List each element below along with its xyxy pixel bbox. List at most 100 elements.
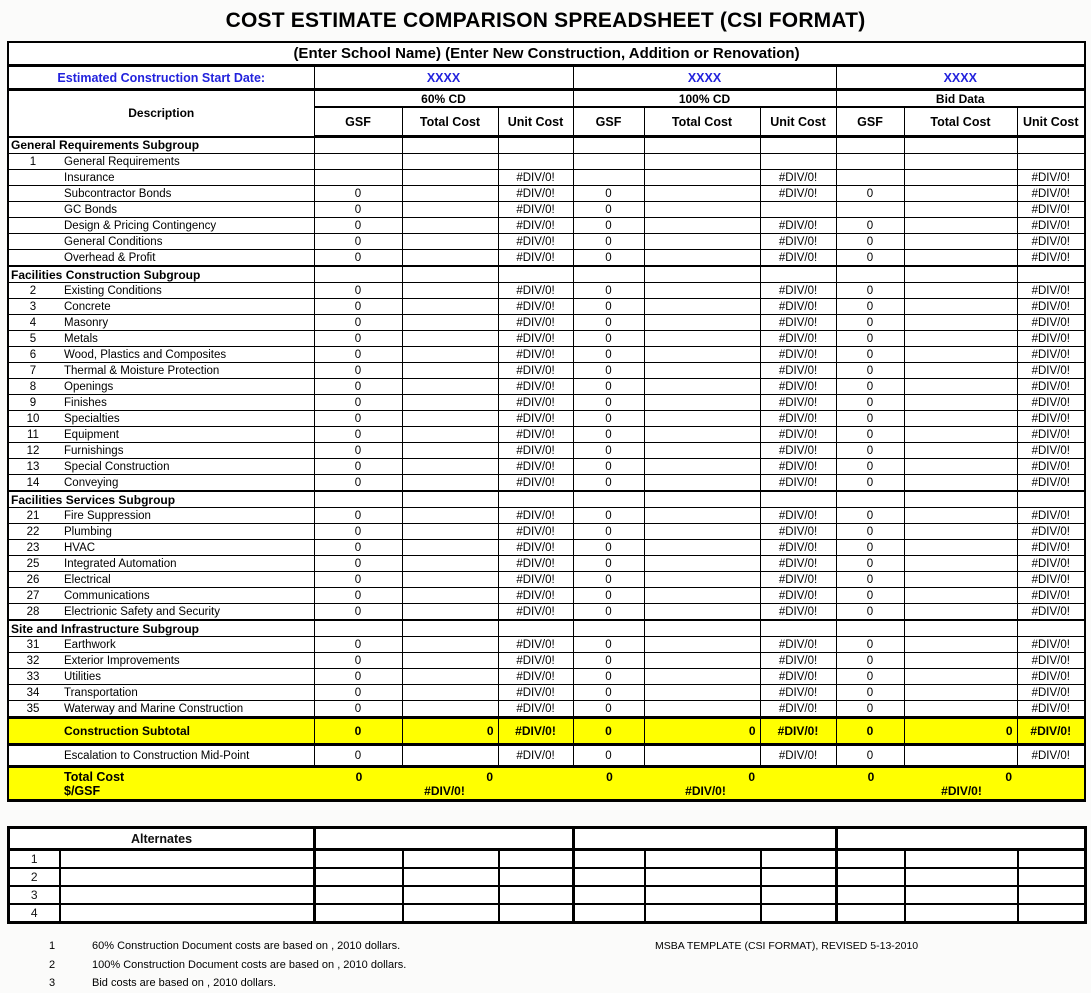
gsf-cell[interactable]: 0: [572, 442, 645, 459]
total-cost-cell[interactable]: [401, 474, 499, 492]
gsf-cell[interactable]: 0: [572, 636, 645, 653]
gsf-cell[interactable]: 0: [572, 458, 645, 475]
total-cost-cell[interactable]: [643, 885, 762, 905]
unit-cost-cell[interactable]: #DIV/0!: [759, 716, 837, 746]
total-cost-cell[interactable]: [401, 885, 500, 905]
unit-cost-cell[interactable]: [1016, 135, 1086, 154]
description-cell[interactable]: Facilities Services Subgroup: [7, 490, 315, 508]
gsf-cell[interactable]: 0: [313, 346, 403, 363]
gsf-cell[interactable]: 0: [313, 700, 403, 718]
gsf-cell[interactable]: 0: [835, 668, 905, 685]
unit-cost-cell[interactable]: #DIV/0!: [1016, 700, 1086, 718]
gsf-cell[interactable]: 0: [313, 523, 403, 540]
gsf-cell[interactable]: 0: [835, 346, 905, 363]
unit-cost-cell[interactable]: [759, 153, 837, 170]
total-cost-cell[interactable]: [903, 330, 1018, 347]
unit-cost-cell[interactable]: #DIV/0!: [759, 539, 837, 556]
total-cost-cell[interactable]: [903, 201, 1018, 218]
description-cell[interactable]: 14 Conveying: [7, 474, 315, 492]
total-cost-cell[interactable]: [401, 571, 499, 588]
gsf-cell[interactable]: [572, 169, 645, 186]
gsf-cell[interactable]: [835, 885, 906, 905]
gsf-cell[interactable]: 0: [835, 394, 905, 411]
total-cost-cell[interactable]: [643, 848, 762, 869]
unit-cost-cell[interactable]: #DIV/0!: [759, 378, 837, 395]
gsf-cell[interactable]: 0: [313, 555, 403, 572]
unit-cost-cell[interactable]: #DIV/0!: [497, 169, 574, 186]
gsf-cell[interactable]: [313, 867, 404, 887]
gsf-cell[interactable]: 0: [835, 587, 905, 604]
unit-cost-cell[interactable]: #DIV/0!: [497, 700, 574, 718]
unit-cost-cell[interactable]: #DIV/0!: [497, 716, 574, 746]
total-cost-cell[interactable]: [643, 587, 761, 604]
unit-cost-cell[interactable]: #DIV/0!: [1016, 636, 1086, 653]
gsf-cell[interactable]: [313, 619, 403, 637]
description-cell[interactable]: Construction Subtotal: [7, 716, 315, 746]
gsf-cell[interactable]: 0: [572, 507, 645, 524]
total-cost-cell[interactable]: [903, 410, 1018, 427]
totals-band[interactable]: Total Cost $/GSF 0 0 #DIV/0! 0 0 #DIV/0! 0 0 #DI…: [7, 766, 1086, 802]
total-cost-cell[interactable]: [401, 744, 499, 768]
unit-cost-cell[interactable]: #DIV/0!: [759, 458, 837, 475]
total-cost-cell[interactable]: [903, 652, 1018, 669]
unit-cost-cell[interactable]: #DIV/0!: [497, 217, 574, 234]
description-cell[interactable]: 9 Finishes: [7, 394, 315, 411]
unit-cost-cell[interactable]: #DIV/0!: [759, 668, 837, 685]
total-cost-cell[interactable]: [401, 442, 499, 459]
total-cost-cell[interactable]: [401, 201, 499, 218]
gsf-cell[interactable]: 0: [835, 378, 905, 395]
total-cost-cell[interactable]: [401, 314, 499, 331]
total-cost-cell[interactable]: 0: [903, 716, 1018, 746]
gsf-cell[interactable]: 0: [572, 668, 645, 685]
unit-cost-cell[interactable]: #DIV/0!: [497, 539, 574, 556]
unit-cost-cell[interactable]: #DIV/0!: [759, 652, 837, 669]
gsf-cell[interactable]: 0: [835, 233, 905, 250]
unit-cost-cell[interactable]: #DIV/0!: [497, 684, 574, 701]
start-date-value-bid[interactable]: XXXX: [835, 65, 1086, 91]
unit-cost-cell[interactable]: #DIV/0!: [1016, 378, 1086, 395]
total-cost-cell[interactable]: [401, 458, 499, 475]
gsf-cell[interactable]: 0: [572, 346, 645, 363]
gsf-cell[interactable]: 0: [835, 458, 905, 475]
alternate-number[interactable]: 3: [7, 885, 61, 905]
unit-cost-cell[interactable]: #DIV/0!: [497, 362, 574, 379]
total-cost-cell[interactable]: [643, 636, 761, 653]
gsf-cell[interactable]: 0: [572, 282, 645, 299]
description-cell[interactable]: 2 Existing Conditions: [7, 282, 315, 299]
description-cell[interactable]: Site and Infrastructure Subgroup: [7, 619, 315, 637]
description-cell[interactable]: 5 Metals: [7, 330, 315, 347]
total-cost-cell[interactable]: [401, 555, 499, 572]
total-cost-cell[interactable]: [643, 571, 761, 588]
gsf-cell[interactable]: 0: [313, 233, 403, 250]
gsf-cell[interactable]: 0: [572, 474, 645, 492]
unit-cost-cell[interactable]: [497, 903, 575, 924]
unit-cost-cell[interactable]: #DIV/0!: [759, 217, 837, 234]
total-cost-cell[interactable]: [903, 684, 1018, 701]
gsf-cell[interactable]: 0: [313, 668, 403, 685]
total-cost-cell[interactable]: [401, 265, 499, 283]
gsf-cell[interactable]: 0: [572, 571, 645, 588]
gsf-cell[interactable]: 0: [313, 442, 403, 459]
unit-cost-cell[interactable]: #DIV/0!: [1016, 603, 1086, 621]
description-cell[interactable]: 31 Earthwork: [7, 636, 315, 653]
unit-cost-cell[interactable]: #DIV/0!: [759, 523, 837, 540]
unit-cost-cell[interactable]: #DIV/0!: [497, 523, 574, 540]
unit-cost-cell[interactable]: #DIV/0!: [497, 282, 574, 299]
gsf-cell[interactable]: 0: [835, 571, 905, 588]
total-cost-cell[interactable]: [643, 217, 761, 234]
total-cost-cell[interactable]: [903, 298, 1018, 315]
unit-cost-cell[interactable]: #DIV/0!: [759, 169, 837, 186]
description-cell[interactable]: 6 Wood, Plastics and Composites: [7, 346, 315, 363]
unit-cost-cell[interactable]: #DIV/0!: [497, 587, 574, 604]
unit-cost-cell[interactable]: #DIV/0!: [497, 636, 574, 653]
unit-cost-cell[interactable]: [1016, 265, 1086, 283]
total-cost-cell[interactable]: [903, 619, 1018, 637]
total-cost-cell[interactable]: [401, 490, 499, 508]
total-cost-cell[interactable]: [643, 903, 762, 924]
gsf-cell[interactable]: 0: [572, 652, 645, 669]
description-cell[interactable]: General Requirements Subgroup: [7, 135, 315, 154]
unit-cost-cell[interactable]: #DIV/0!: [1016, 426, 1086, 443]
unit-cost-cell[interactable]: #DIV/0!: [1016, 410, 1086, 427]
unit-cost-cell[interactable]: #DIV/0!: [1016, 298, 1086, 315]
unit-cost-cell[interactable]: [1016, 490, 1086, 508]
